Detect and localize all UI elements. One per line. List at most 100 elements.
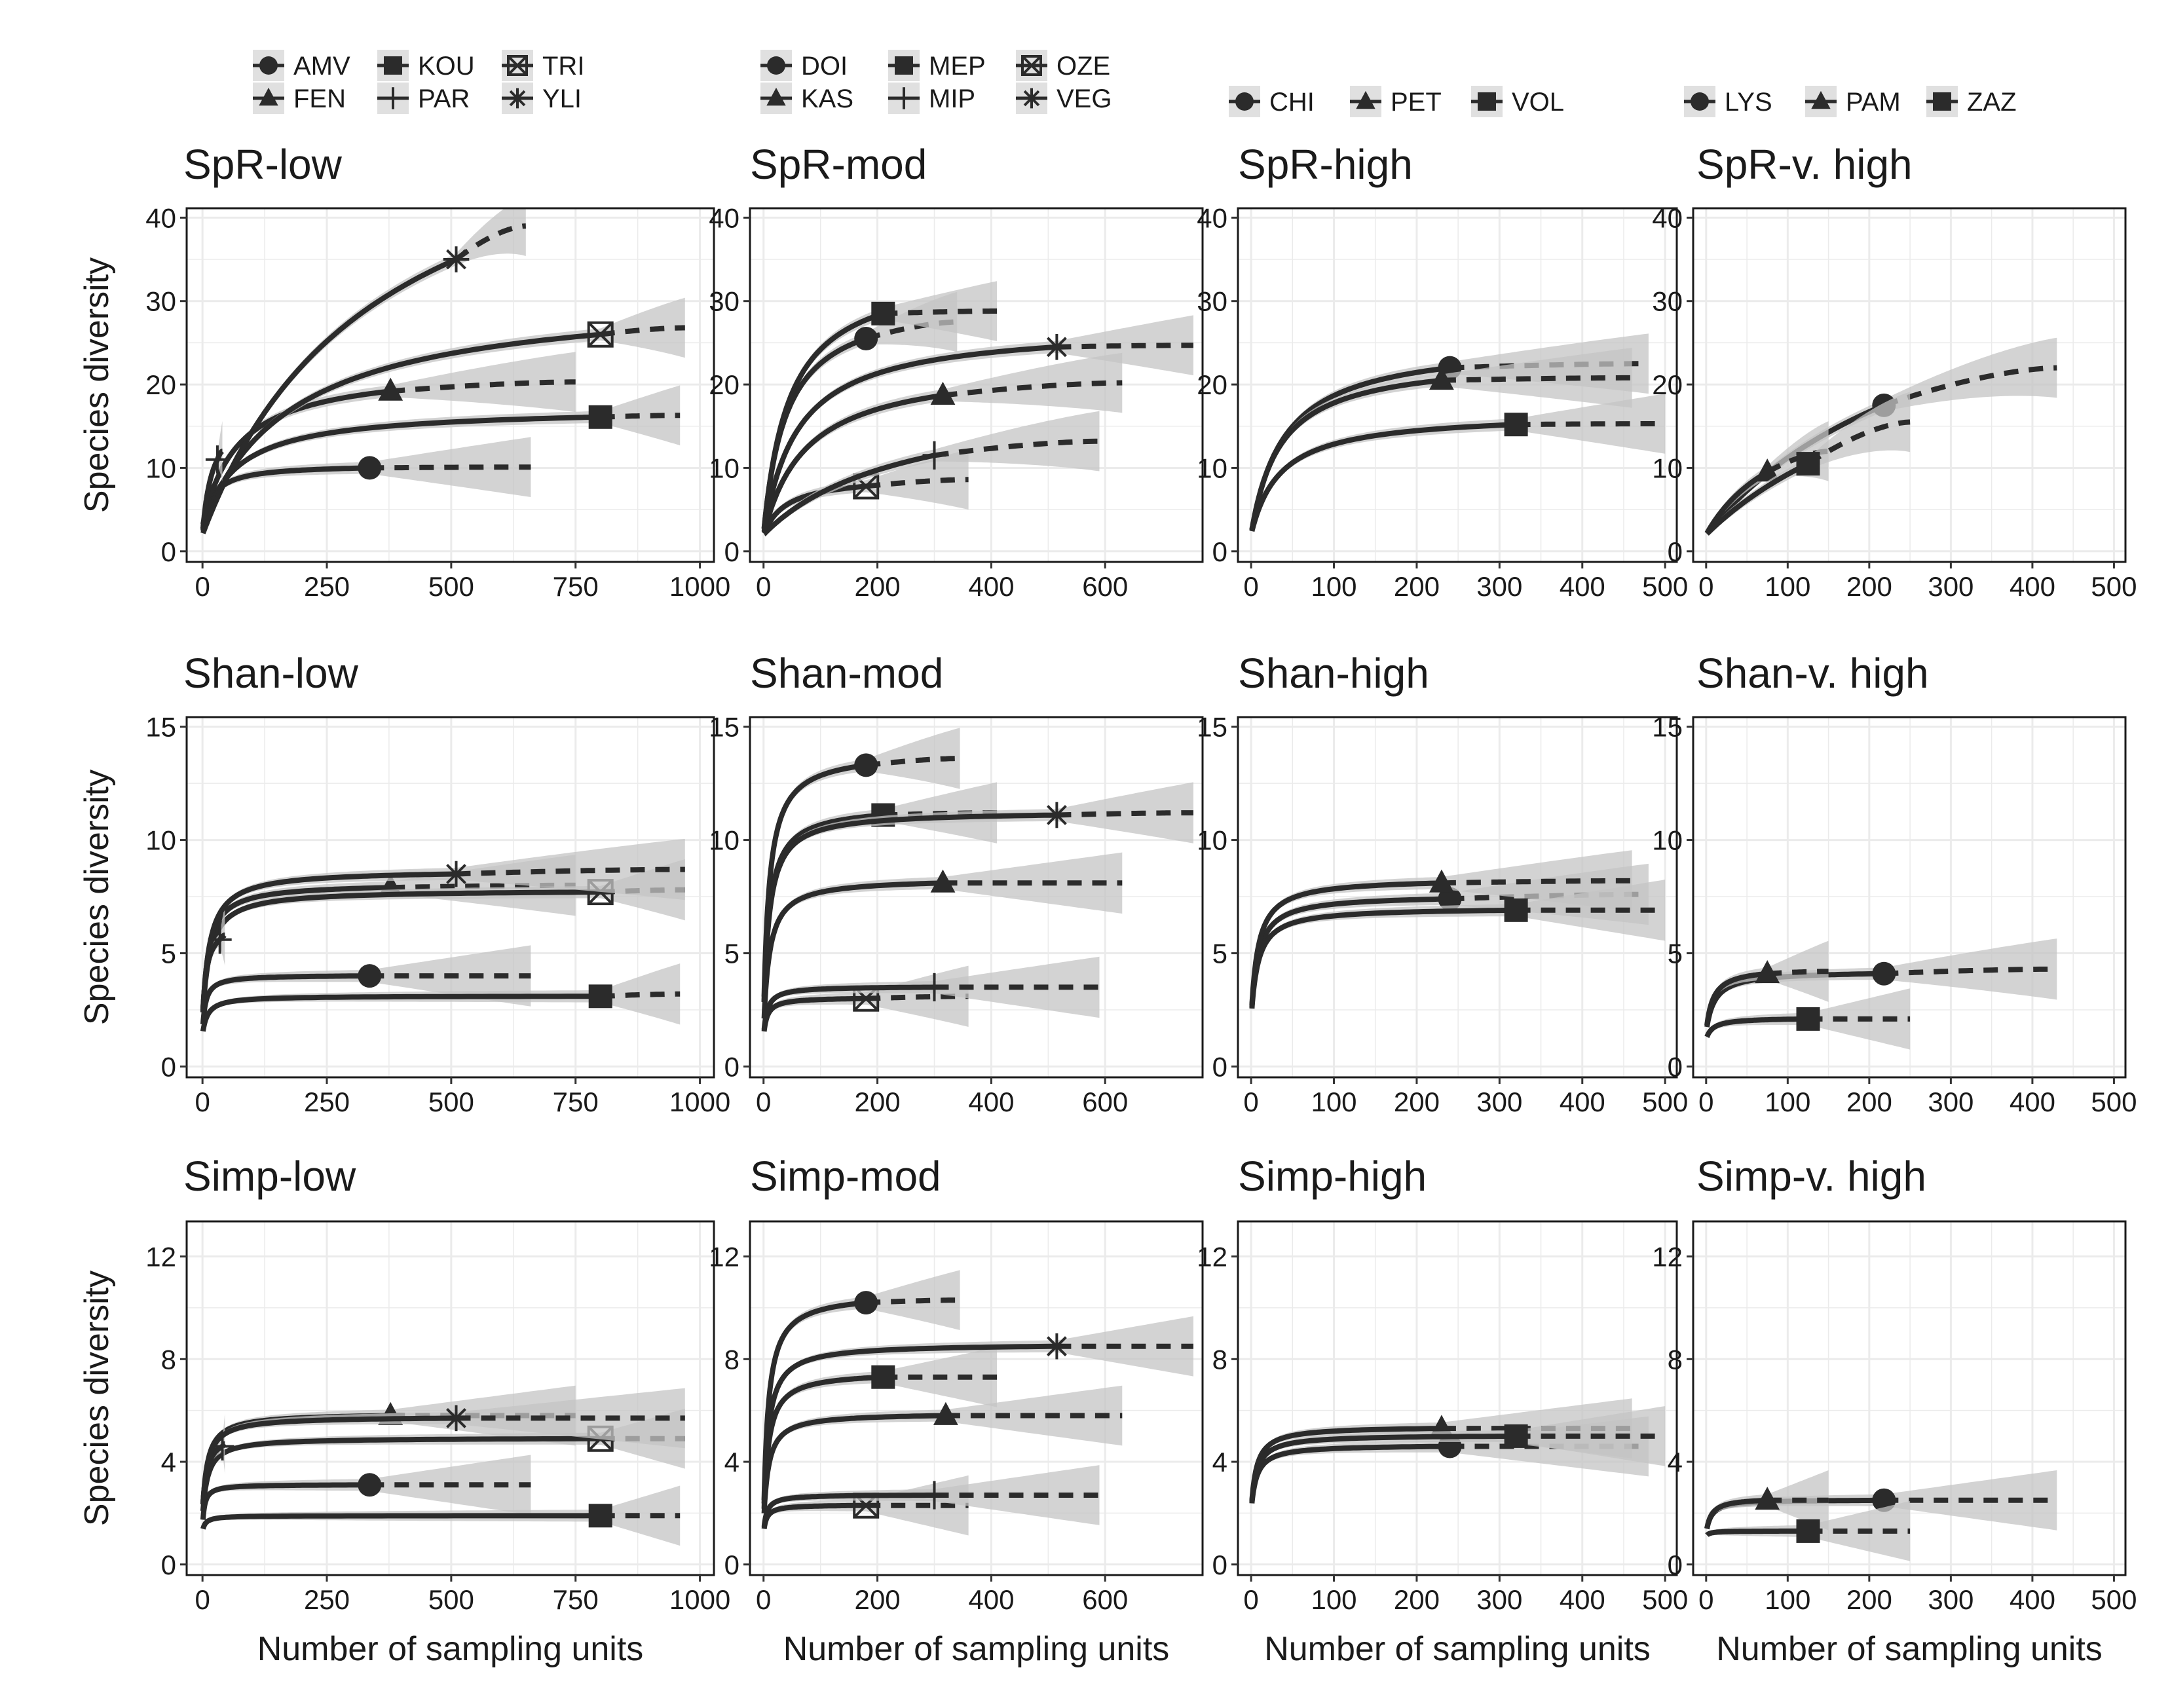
x-tick-label: 200 [1846,571,1892,602]
legend-circle-icon [1235,92,1254,111]
legend-asterisk-icon [507,88,528,109]
interpolated-line [200,1482,370,1521]
plot-area [1249,1398,1666,1505]
y-tick-label: 15 [709,712,739,743]
y-tick-label: 10 [1197,825,1227,856]
observed-point-asterisk-icon [443,1405,470,1432]
plot-area [761,281,1193,537]
x-tick-label: 250 [304,1584,350,1615]
legend-item-kou: KOU [377,50,475,81]
legend-label: ZAZ [1967,88,2017,117]
interpolated-line [761,880,943,1019]
confidence-ribbon [1707,938,2057,1028]
x-tick-label: 0 [195,1584,210,1615]
observed-point-triangle-icon [1755,458,1780,482]
interpolated-line [761,344,1057,533]
panel-spr-v-high: 0 100 200 300 400 500 0 10 20 30 40 SpR-v. high [1652,141,2137,602]
panel-title: Simp-v. high [1696,1153,1926,1200]
x-tick-label: 0 [195,1086,210,1117]
legend-label: TRI [542,52,584,81]
panel-shan-mod: 0 200 400 600 0 5 10 15 Shan-mod [709,650,1204,1117]
extrapolated-line [600,325,685,337]
y-tick-label: 0 [724,1550,739,1580]
x-tick-label: 0 [1698,1086,1713,1117]
extrapolated-line [1441,878,1632,886]
legend-item-zaz: ZAZ [1926,86,2017,117]
legend-item-oze: OZE [1016,50,1110,81]
series-pet [1249,850,1632,1007]
series-mip [761,411,1100,537]
extrapolated-line [866,993,969,1001]
confidence-ribbon [764,449,969,534]
confidence-ribbon [1707,337,2057,534]
legend-item-mep: MEP [888,50,986,81]
x-tick-label: 0 [756,1086,771,1117]
observed-point-square-icon [588,984,612,1009]
y-tick-label: 5 [161,938,176,969]
legend-group-4: LYS PAM ZAZ [1684,86,2017,117]
legend-label: MEP [929,52,986,81]
series-oze [761,449,969,536]
observed-point-square-icon [1796,1519,1820,1543]
y-tick-label: 30 [1197,286,1227,317]
extrapolated-line [1450,891,1649,902]
series-par [200,421,229,532]
legend-item-fen: FEN [253,83,346,114]
x-tick-label: 200 [1846,1584,1892,1615]
extrapolated-line [865,1297,960,1306]
observed-point-square-icon [1504,413,1528,437]
y-tick-label: 12 [709,1242,739,1272]
interpolated-line [1704,1016,1809,1040]
legend-item-chi: CHI [1229,86,1315,117]
y-tick-label: 30 [1652,286,1683,317]
x-tick-label: 0 [1243,1584,1258,1615]
legend-square-icon [384,56,402,75]
interpolated-line [200,257,458,536]
panel-frame [749,716,1204,1079]
observed-point-triangle-icon [930,869,956,893]
extrapolated-line [369,464,531,471]
legend-label: VEG [1057,84,1112,113]
panel-title: SpR-low [183,141,343,188]
legend-item-vol: VOL [1471,86,1564,117]
series-fen [200,352,576,527]
series-zaz [1704,1501,1911,1561]
y-tick-label: 4 [1668,1447,1683,1477]
observed-point-circle-icon [854,327,878,350]
interpolated-line [200,1513,601,1531]
interpolated-line [1249,1426,1442,1502]
series-veg [761,1316,1193,1504]
confidence-ribbon [764,782,1193,1003]
gridlines [1238,1221,1677,1575]
interpolated-line [761,1300,867,1500]
series-yli [200,1388,685,1505]
plot-area [1704,938,2057,1050]
x-tick-label: 500 [1642,1584,1688,1615]
x-tick-label: 500 [2091,1584,2137,1615]
extrapolated-line [1882,365,2057,408]
y-tick-label: 10 [145,825,176,856]
y-tick-label: 12 [1652,1242,1683,1272]
legend-triangle-icon [1356,90,1375,109]
series-pam [1704,940,1829,1028]
legend-label: LYS [1725,88,1772,117]
series-zaz [1704,392,1911,536]
x-tick-label: 300 [1928,571,1974,602]
x-axis-label: Number of sampling units [1716,1630,2103,1668]
y-tick-label: 10 [709,825,739,856]
series-amv [200,945,531,1026]
gridlines [1693,1221,2125,1575]
series-kas [761,852,1123,1019]
x-tick-label: 750 [553,1584,599,1615]
y-tick-label: 10 [709,453,739,483]
y-tick-label: 20 [145,369,176,400]
extrapolated-line [456,866,685,877]
x-tick-label: 0 [195,571,210,602]
legend-circle-minus-icon [507,55,528,76]
y-tick-label: 10 [1652,825,1683,856]
panel-title: SpR-mod [750,141,927,188]
extrapolated-line [883,308,998,316]
confidence-ribbon [202,945,531,1024]
y-tick-label: 8 [1212,1344,1227,1375]
